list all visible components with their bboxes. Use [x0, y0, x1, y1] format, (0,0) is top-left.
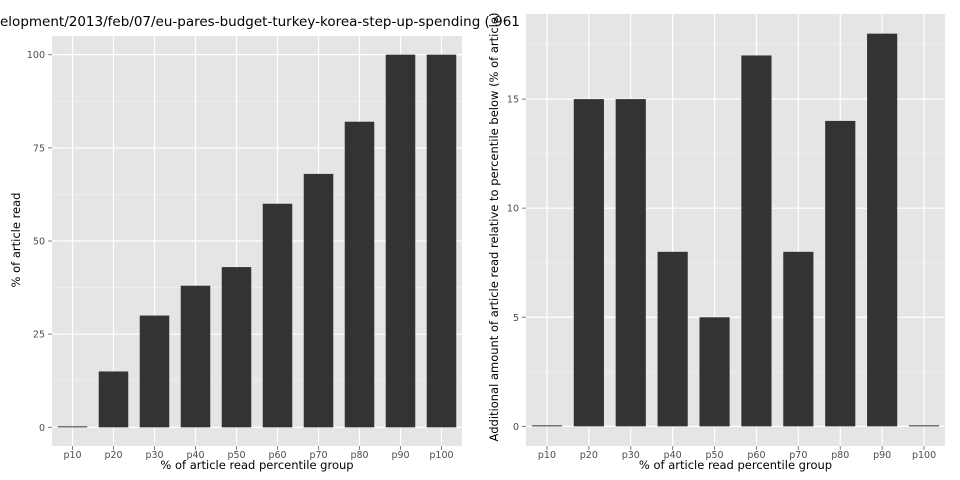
bar-p80 — [825, 120, 856, 427]
y-tick-label: 50 — [33, 237, 45, 248]
y-tick-label: 15 — [507, 95, 519, 106]
panel-1: 0 25 50 75 100 p10 p20 p30 p40 p50 p60 p70 p80 p90 p10… — [9, 36, 462, 472]
bar-p60 — [741, 55, 772, 427]
y-tick-label: 0 — [39, 423, 45, 434]
x-tick-label: p30 — [622, 450, 640, 461]
bar-p30 — [615, 99, 646, 427]
x-axis-label: % of article read percentile group — [639, 458, 832, 472]
bar-p70 — [303, 173, 334, 428]
x-tick-label: p20 — [580, 450, 598, 461]
x-tick-label: p80 — [831, 450, 849, 461]
bar-p80 — [344, 121, 375, 428]
y-tick-label: 75 — [33, 143, 45, 154]
y-tick-label: 0 — [513, 422, 519, 433]
x-tick-label: p60 — [747, 450, 765, 461]
x-tick-label: p40 — [664, 450, 682, 461]
x-tick-label: p70 — [789, 450, 807, 461]
x-tick-label: p90 — [391, 450, 409, 461]
x-tick-label: p70 — [309, 450, 327, 461]
bar-p40 — [180, 285, 211, 428]
bar-p100 — [908, 425, 940, 427]
x-tick-label: p30 — [145, 450, 163, 461]
x-tick-label: p90 — [873, 450, 891, 461]
bar-p60 — [262, 203, 293, 428]
y-axis-label: % of article read — [9, 193, 23, 288]
x-tick-label: p100 — [429, 450, 453, 461]
bar-p50 — [699, 317, 730, 427]
bar-p10 — [531, 425, 563, 427]
chart-title: elopment/2013/feb/07/eu-pares-budget-tur… — [0, 14, 520, 30]
bar-p10 — [57, 426, 88, 428]
x-tick-label: p20 — [104, 450, 122, 461]
bar-p20 — [98, 371, 129, 428]
x-tick-label: p50 — [227, 450, 245, 461]
x-tick-label: p80 — [350, 450, 368, 461]
x-tick-label: p10 — [63, 450, 81, 461]
panel-2: 0 5 10 15 p10 p20 p30 p40 p50 p60 p70 p80 p90 p100 % o… — [487, 13, 945, 472]
bar-p40 — [657, 251, 688, 427]
x-tick-label: p60 — [268, 450, 286, 461]
x-tick-label: p10 — [538, 450, 556, 461]
x-tick-label: p50 — [705, 450, 723, 461]
bar-p50 — [221, 267, 252, 428]
bar-p70 — [783, 251, 814, 427]
x-tick-label: p100 — [912, 450, 936, 461]
y-tick-label: 25 — [33, 330, 45, 341]
bar-p90 — [867, 33, 898, 427]
bar-p20 — [573, 99, 604, 427]
bar-p90 — [385, 54, 416, 428]
y-tick-label: 5 — [513, 313, 519, 324]
x-tick-label: p40 — [186, 450, 204, 461]
y-tick-label: 10 — [507, 204, 519, 215]
y-tick-label: 100 — [27, 50, 45, 61]
y-axis-label: Additional amount of article read relati… — [487, 13, 501, 442]
x-axis-label: % of article read percentile group — [160, 458, 353, 472]
bar-p30 — [139, 315, 170, 428]
bar-p100 — [426, 54, 457, 428]
